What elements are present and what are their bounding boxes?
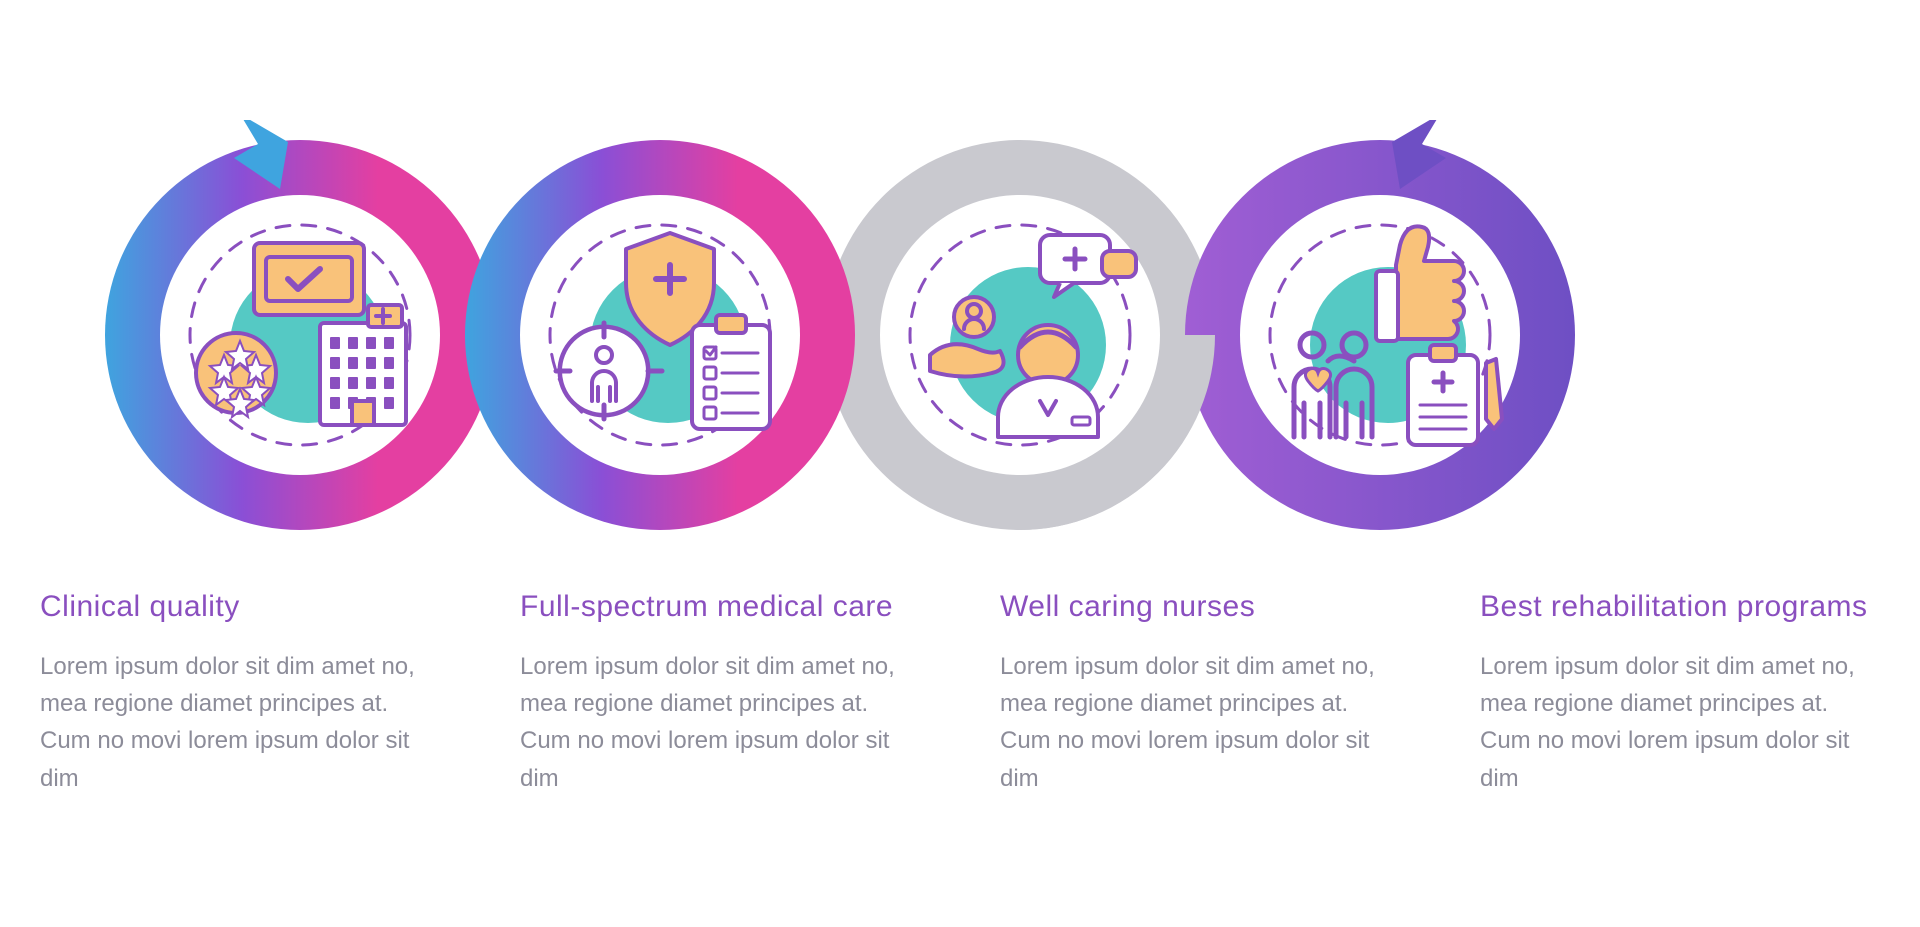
icon-medical-care [530, 205, 790, 465]
column-4-body: Lorem ipsum dolor sit dim amet no, mea r… [1480, 648, 1880, 797]
column-4: Best rehabilitation programs Lorem ipsum… [1440, 590, 1920, 797]
icon-clinical-quality [170, 205, 430, 465]
column-4-title: Best rehabilitation programs [1480, 590, 1880, 624]
column-1-title: Clinical quality [40, 590, 440, 624]
icon-rehab-programs [1250, 205, 1510, 465]
column-2-title: Full-spectrum medical care [520, 590, 920, 624]
column-3-title: Well caring nurses [1000, 590, 1400, 624]
column-3-body: Lorem ipsum dolor sit dim amet no, mea r… [1000, 648, 1400, 797]
text-columns: Clinical quality Lorem ipsum dolor sit d… [0, 590, 1920, 797]
ring-area [0, 120, 1920, 550]
infographic-stage: Clinical quality Lorem ipsum dolor sit d… [0, 0, 1920, 927]
column-2: Full-spectrum medical care Lorem ipsum d… [480, 590, 960, 797]
column-2-body: Lorem ipsum dolor sit dim amet no, mea r… [520, 648, 920, 797]
icon-caring-nurses [890, 205, 1150, 465]
column-1-body: Lorem ipsum dolor sit dim amet no, mea r… [40, 648, 440, 797]
column-1: Clinical quality Lorem ipsum dolor sit d… [0, 590, 480, 797]
column-3: Well caring nurses Lorem ipsum dolor sit… [960, 590, 1440, 797]
